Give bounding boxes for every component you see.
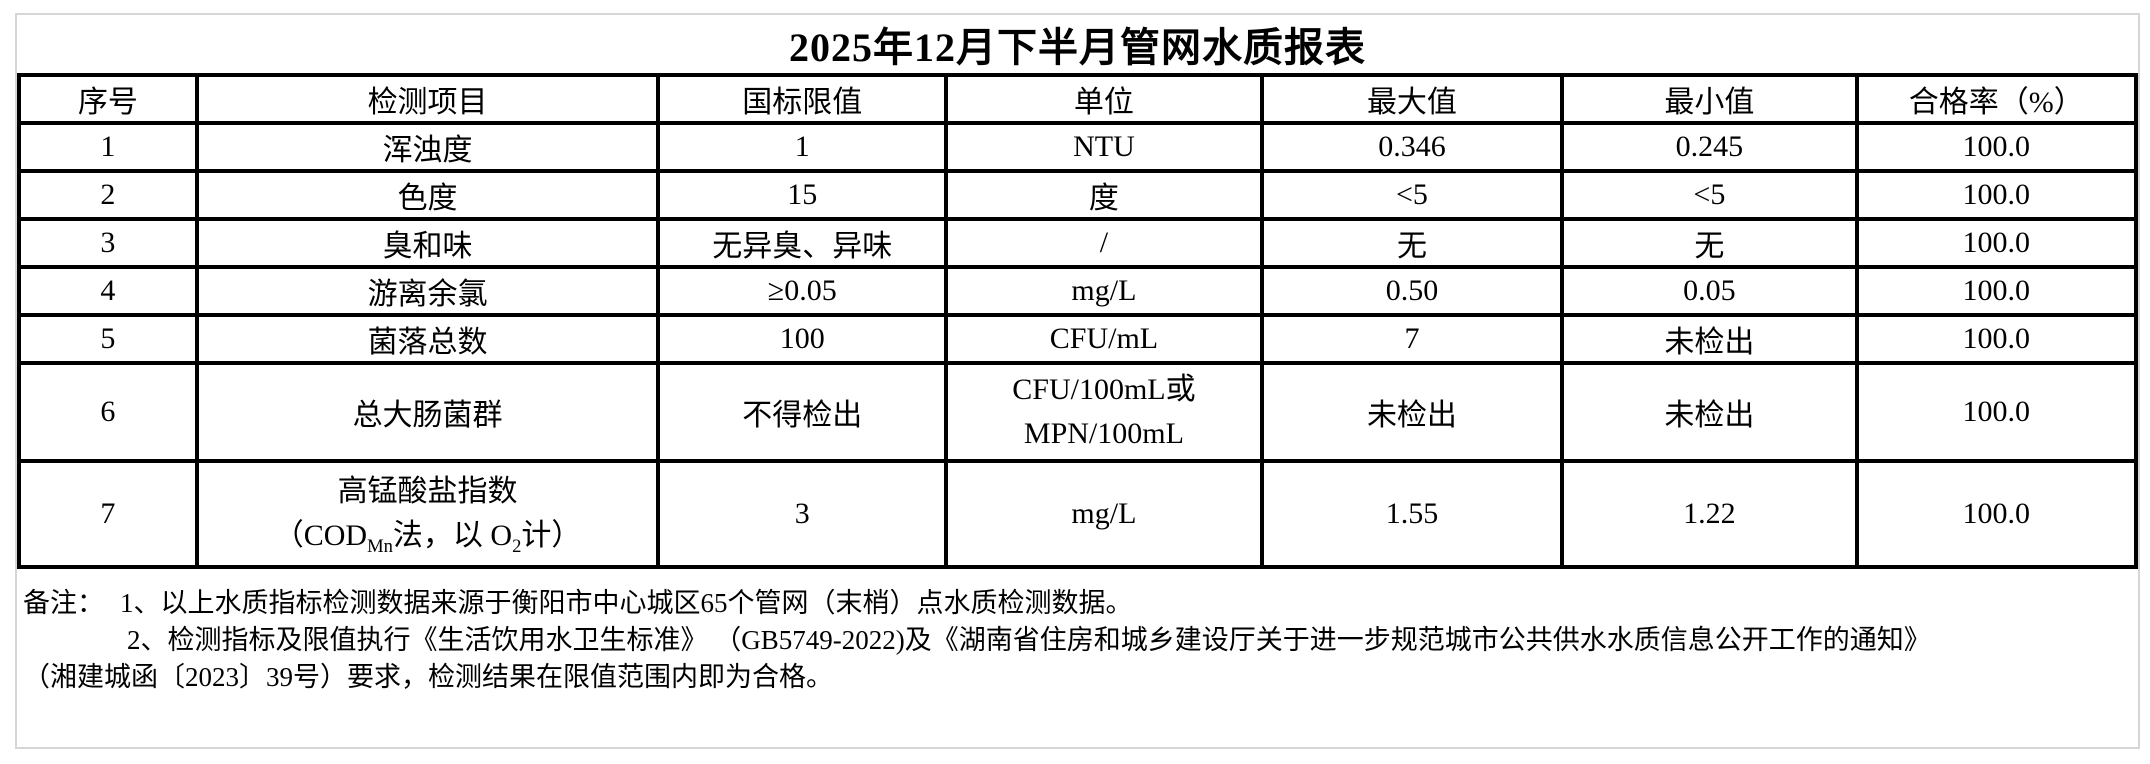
- cell-seq: 5: [17, 313, 199, 365]
- cell-rate: 100.0: [1854, 121, 2138, 173]
- cell-limit: 3: [656, 459, 949, 569]
- cell-min: 0.245: [1560, 121, 1859, 173]
- cell-rate: 100.0: [1854, 361, 2138, 463]
- cell-seq: 7: [17, 459, 199, 569]
- header-item: 检测项目: [194, 73, 661, 125]
- cell-rate: 100.0: [1854, 217, 2138, 269]
- cell-min: 未检出: [1560, 361, 1859, 463]
- report-sheet: 2025年12月下半月管网水质报表 序号 检测项目 国标限值 单位 最大值 最小…: [15, 13, 2140, 749]
- table-row: 1 浑浊度 1 NTU 0.346 0.245 100.0: [17, 121, 2138, 173]
- cell-item: 色度: [194, 169, 661, 221]
- table-row: 7 高锰酸盐指数 （CODMn法，以 O2计） 3 mg/L 1.55 1.22…: [17, 459, 2138, 569]
- cell-unit: /: [944, 217, 1264, 269]
- unit-line-1: CFU/100mL或: [1012, 373, 1196, 406]
- cell-unit: CFU/mL: [944, 313, 1264, 365]
- cell-unit: 度: [944, 169, 1264, 221]
- cell-unit: CFU/100mL或 MPN/100mL: [944, 361, 1264, 463]
- note-text-1: 1、以上水质指标检测数据来源于衡阳市中心城区65个管网（末梢）点水质检测数据。: [120, 588, 1133, 618]
- table-row: 5 菌落总数 100 CFU/mL 7 未检出 100.0: [17, 313, 2138, 365]
- header-min: 最小值: [1560, 73, 1859, 125]
- cell-min: <5: [1560, 169, 1859, 221]
- cell-max: 7: [1259, 313, 1565, 365]
- cell-min: 0.05: [1560, 265, 1859, 317]
- cell-rate: 100.0: [1854, 265, 2138, 317]
- cell-unit: mg/L: [944, 459, 1264, 569]
- cell-rate: 100.0: [1854, 459, 2138, 569]
- cell-seq: 6: [17, 361, 199, 463]
- note-label: 备注：: [23, 588, 104, 618]
- unit-line-2: MPN/100mL: [1023, 417, 1184, 450]
- cell-max: 未检出: [1259, 361, 1565, 463]
- cell-limit: ≥0.05: [656, 265, 949, 317]
- subscript-2: 2: [512, 536, 522, 557]
- cell-min: 无: [1560, 217, 1859, 269]
- cell-item: 浑浊度: [194, 121, 661, 173]
- water-quality-table: 序号 检测项目 国标限值 单位 最大值 最小值 合格率（%） 1 浑浊度 1 N…: [17, 73, 2138, 569]
- cell-min: 1.22: [1560, 459, 1859, 569]
- header-row: 序号 检测项目 国标限值 单位 最大值 最小值 合格率（%）: [17, 73, 2138, 125]
- cell-item: 高锰酸盐指数 （CODMn法，以 O2计）: [194, 459, 661, 569]
- cell-max: 0.346: [1259, 121, 1565, 173]
- cell-item: 菌落总数: [194, 313, 661, 365]
- note-line-1: 备注： 1、以上水质指标检测数据来源于衡阳市中心城区65个管网（末梢）点水质检测数…: [23, 585, 2132, 622]
- report-title: 2025年12月下半月管网水质报表: [789, 25, 1366, 70]
- item-line-1: 高锰酸盐指数: [337, 475, 518, 508]
- cell-rate: 100.0: [1854, 313, 2138, 365]
- header-unit: 单位: [944, 73, 1264, 125]
- header-index: 序号: [17, 73, 199, 125]
- cell-limit: 无异臭、异味: [656, 217, 949, 269]
- note-line-3: （湘建城函〔2023〕39号）要求，检测结果在限值范围内即为合格。: [23, 662, 833, 692]
- cell-min: 未检出: [1560, 313, 1859, 365]
- cell-max: <5: [1259, 169, 1565, 221]
- notes: 备注： 1、以上水质指标检测数据来源于衡阳市中心城区65个管网（末梢）点水质检测数…: [17, 569, 2138, 696]
- cell-item: 总大肠菌群: [194, 361, 661, 463]
- header-limit: 国标限值: [656, 73, 949, 125]
- cell-max: 无: [1259, 217, 1565, 269]
- table-row: 4 游离余氯 ≥0.05 mg/L 0.50 0.05 100.0: [17, 265, 2138, 317]
- table-row: 3 臭和味 无异臭、异味 / 无 无 100.0: [17, 217, 2138, 269]
- header-max: 最大值: [1259, 73, 1565, 125]
- cell-seq: 4: [17, 265, 199, 317]
- note-line-2: 2、检测指标及限值执行《生活饮用水卫生标准》 （GB5749-2022)及《湖南…: [127, 625, 1931, 655]
- cell-unit: NTU: [944, 121, 1264, 173]
- cell-limit: 100: [656, 313, 949, 365]
- subscript-mn: Mn: [367, 536, 393, 557]
- cell-item: 臭和味: [194, 217, 661, 269]
- cell-limit: 不得检出: [656, 361, 949, 463]
- table-row: 6 总大肠菌群 不得检出 CFU/100mL或 MPN/100mL 未检出 未检…: [17, 361, 2138, 463]
- cell-max: 0.50: [1259, 265, 1565, 317]
- cell-limit: 15: [656, 169, 949, 221]
- cell-seq: 3: [17, 217, 199, 269]
- cell-seq: 1: [17, 121, 199, 173]
- cell-seq: 2: [17, 169, 199, 221]
- cell-item: 游离余氯: [194, 265, 661, 317]
- cell-max: 1.55: [1259, 459, 1565, 569]
- item-line-2: （CODMn法，以 O2计）: [273, 519, 582, 557]
- table-row: 2 色度 15 度 <5 <5 100.0: [17, 169, 2138, 221]
- cell-rate: 100.0: [1854, 169, 2138, 221]
- cell-limit: 1: [656, 121, 949, 173]
- cell-unit: mg/L: [944, 265, 1264, 317]
- header-pass-rate: 合格率（%）: [1854, 73, 2138, 125]
